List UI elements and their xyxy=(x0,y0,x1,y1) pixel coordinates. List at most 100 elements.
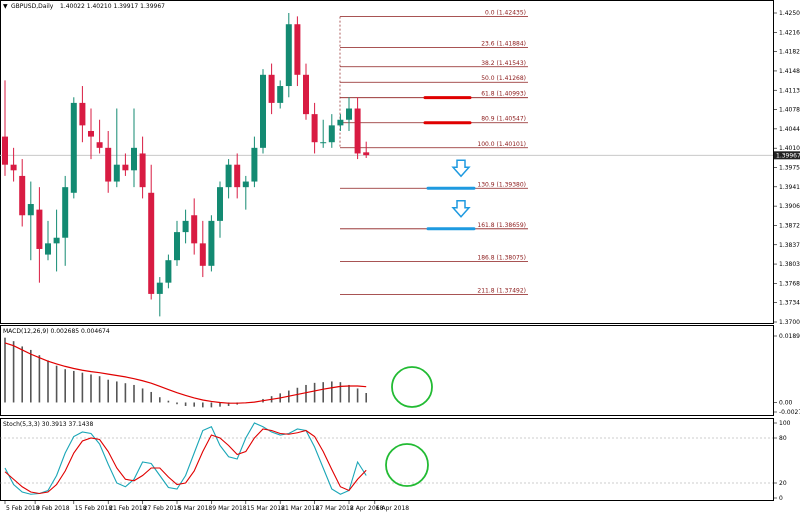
macd-pane xyxy=(0,325,774,416)
fibonacci-levels: 0.0 (1.42435) 23.6 (1.41884) 38.2 (1.41543… xyxy=(339,10,528,295)
current-price-label: 1.39967 xyxy=(776,152,800,159)
candle-body xyxy=(234,164,241,188)
candle-body xyxy=(354,108,361,154)
macd-axis-label: -0.002721 xyxy=(779,409,800,416)
time-axis-label: 27 Mar 2018 xyxy=(316,505,354,512)
candles xyxy=(2,13,370,317)
candle-body xyxy=(320,142,327,144)
candle-body xyxy=(191,215,198,244)
candle-body xyxy=(174,232,180,261)
fib-level-label: 80.9 (1.40547) xyxy=(481,116,526,123)
candle-body xyxy=(10,164,17,171)
price-axis-label: 1.40440 xyxy=(779,126,800,133)
time-axis-label: 5 Mar 2018 xyxy=(178,505,212,512)
candle-body xyxy=(165,260,172,283)
price-axis-label: 1.37340 xyxy=(779,300,800,307)
price-axis-label: 1.41820 xyxy=(779,49,800,56)
candle-body xyxy=(260,74,266,148)
fib-level-label: 100.0 (1.40101) xyxy=(477,141,526,148)
candle-body xyxy=(363,152,370,156)
candle-body xyxy=(113,164,120,182)
macd-title: MACD(12,26,9) 0.002685 0.004674 xyxy=(3,328,110,335)
time-axis-label: 21 Feb 2018 xyxy=(109,505,147,512)
stoch-axis-label: 0 xyxy=(779,495,783,502)
fib-level-label: 161.8 (1.38659) xyxy=(477,222,526,229)
candle-body xyxy=(19,175,26,216)
candle-body xyxy=(225,164,232,188)
stoch-title: Stoch(5,3,3) 30.3913 37.1438 xyxy=(3,421,94,428)
price-axis-label: 1.38370 xyxy=(779,242,800,249)
price-axis-label: 1.39410 xyxy=(779,184,800,191)
candle-body xyxy=(277,86,284,103)
time-axis-label: 9 Feb 2018 xyxy=(36,505,70,512)
candle-body xyxy=(96,142,103,148)
time-axis-label: 6 Apr 2018 xyxy=(376,505,409,512)
time-axis-label: 15 Feb 2018 xyxy=(75,505,113,512)
fib-level-label: 211.8 (1.37492) xyxy=(477,287,526,294)
candle-body xyxy=(53,237,60,244)
time-axis-label: 27 Feb 2018 xyxy=(144,505,182,512)
candle-body xyxy=(122,164,129,171)
fib-level-label: 23.6 (1.41884) xyxy=(481,41,526,48)
candle-body xyxy=(156,282,163,294)
candle-body xyxy=(27,204,34,216)
price-axis-label: 1.37680 xyxy=(779,280,800,287)
time-axis-label: 21 Mar 2018 xyxy=(281,505,319,512)
fib-level-label: 0.0 (1.42435) xyxy=(485,10,526,17)
price-pane xyxy=(0,0,774,324)
macd-axis-label: 0.00 xyxy=(779,399,793,406)
down-arrow-icon xyxy=(451,159,471,178)
candle-body xyxy=(251,147,258,182)
candle-body xyxy=(208,220,215,266)
candle-body xyxy=(88,130,94,137)
fib-level-label: 130.9 (1.39380) xyxy=(477,181,526,188)
price-axis-label: 1.42500 xyxy=(779,10,800,17)
chart-ohlc: 1.40022 1.40210 1.39917 1.39967 xyxy=(60,3,165,10)
fib-level-label: 186.8 (1.38075) xyxy=(477,255,526,262)
chart-symbol: GBPUSD,Daily xyxy=(11,3,54,10)
chart-header-arrow-icon: ▼ xyxy=(3,3,8,10)
candle-body xyxy=(294,24,301,75)
price-axis-label: 1.37000 xyxy=(779,319,800,326)
candle-body xyxy=(70,102,77,193)
candle-body xyxy=(105,147,112,182)
candle-body xyxy=(199,243,206,266)
price-axis-label: 1.41130 xyxy=(779,87,800,94)
price-axis-label: 1.39750 xyxy=(779,165,800,172)
candle-body xyxy=(337,119,344,126)
stochastic-indicator: 100 80 20 0 xyxy=(0,420,791,502)
price-axis-label: 1.38720 xyxy=(779,222,800,229)
candle-body xyxy=(79,102,86,126)
price-axis-label: 1.40780 xyxy=(779,107,800,114)
price-axis-label: 1.41480 xyxy=(779,68,800,75)
candle-body xyxy=(268,74,275,103)
time-axis-label: 5 Feb 2018 xyxy=(6,505,40,512)
macd-indicator: 0.018976 0.00 -0.002721 xyxy=(4,333,800,416)
candle-body xyxy=(62,187,69,238)
price-axis-label: 1.40100 xyxy=(779,145,800,152)
down-arrow-icon xyxy=(451,200,471,218)
annotations xyxy=(423,96,476,231)
candle-body xyxy=(2,136,8,165)
stoch-signal-line xyxy=(4,428,367,495)
candle-body xyxy=(311,114,318,143)
stoch-axis-label: 80 xyxy=(779,435,787,442)
price-axis-label: 1.39060 xyxy=(779,203,800,210)
fib-level-label: 38.2 (1.41543) xyxy=(481,60,526,67)
candle-body xyxy=(45,243,51,255)
candle-body xyxy=(285,24,292,87)
time-axis-label: 9 Mar 2018 xyxy=(212,505,246,512)
candle-body xyxy=(131,147,137,171)
macd-axis-label: 0.018976 xyxy=(779,333,800,340)
price-axis: 1.42500 1.42160 1.41820 1.41480 1.41130 1.407… xyxy=(0,10,800,326)
macd-signal-line xyxy=(4,342,367,404)
stoch-highlight-circle xyxy=(385,443,429,487)
time-axis-label: 15 Mar 2018 xyxy=(247,505,285,512)
candle-body xyxy=(182,220,189,233)
stoch-axis-label: 100 xyxy=(779,420,791,427)
candle-body xyxy=(36,209,43,249)
time-axis-label: 2 Apr 2018 xyxy=(350,505,383,512)
stoch-axis-label: 20 xyxy=(779,480,787,487)
